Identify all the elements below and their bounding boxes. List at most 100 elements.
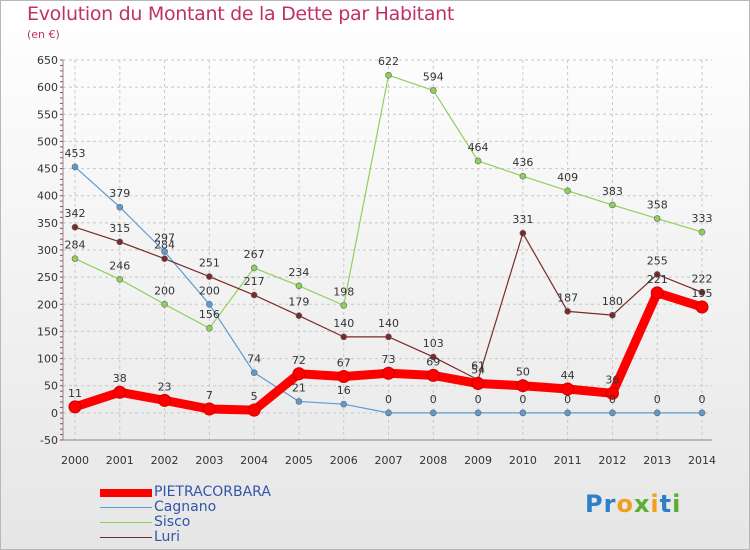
data-label: 179 <box>288 296 309 309</box>
data-point <box>161 300 168 308</box>
data-point <box>605 386 619 400</box>
data-point <box>474 409 482 417</box>
data-label: 156 <box>199 308 220 321</box>
data-label: 180 <box>602 295 623 308</box>
data-point <box>519 409 527 417</box>
data-point <box>426 368 440 382</box>
data-label: 284 <box>154 239 175 252</box>
data-label: 67 <box>337 356 351 369</box>
y-tick-label: 150 <box>37 325 58 338</box>
y-tick-label: 350 <box>37 217 58 230</box>
x-tick-label: 2006 <box>330 454 358 467</box>
data-point <box>206 324 213 332</box>
legend-label: PIETRACORBARA <box>154 484 271 500</box>
data-point <box>695 300 709 314</box>
data-label: 198 <box>333 285 354 298</box>
data-label: 0 <box>564 393 571 406</box>
data-label: 36 <box>605 373 619 386</box>
legend: PIETRACORBARA Cagnano Sisco Luri <box>100 484 400 547</box>
chart-subtitle: (en €) <box>27 28 60 41</box>
data-label: 61 <box>471 360 485 373</box>
data-label: 284 <box>65 239 86 252</box>
x-tick-label: 2000 <box>61 454 89 467</box>
data-label: 622 <box>378 55 399 68</box>
data-label: 342 <box>65 207 86 220</box>
data-point <box>71 163 79 171</box>
y-tick-label: 650 <box>37 54 58 67</box>
data-label: 0 <box>654 393 661 406</box>
data-point <box>206 273 213 280</box>
data-point <box>161 248 168 255</box>
legend-label: Luri <box>154 529 181 545</box>
data-label: 333 <box>692 212 713 225</box>
data-point <box>698 228 706 236</box>
data-point <box>295 312 303 319</box>
x-tick-label: 2004 <box>240 454 268 467</box>
proxiti-logo: Proxiti <box>585 490 682 518</box>
data-point <box>429 87 437 94</box>
data-label: 103 <box>423 337 444 350</box>
data-label: 453 <box>65 147 86 160</box>
chart-title: Evolution du Montant de la Dette par Hab… <box>27 3 455 25</box>
legend-label: Sisco <box>154 514 191 530</box>
data-label: 23 <box>158 380 172 393</box>
legend-item-luri: Luri <box>100 529 400 546</box>
data-label: 0 <box>609 393 616 406</box>
data-label: 74 <box>247 353 261 366</box>
y-tick-label: 400 <box>37 190 58 203</box>
data-point <box>471 377 485 391</box>
data-label: 21 <box>292 381 306 394</box>
data-label: 16 <box>337 384 351 397</box>
data-point <box>382 366 395 380</box>
data-point <box>385 71 392 79</box>
data-label: 7 <box>206 389 213 402</box>
data-point <box>609 409 616 417</box>
legend-label: Cagnano <box>154 499 217 515</box>
x-tick-label: 2014 <box>688 454 716 467</box>
x-tick-label: 2001 <box>106 454 134 467</box>
data-point <box>519 172 527 180</box>
data-point <box>653 271 661 278</box>
data-point <box>68 400 82 414</box>
data-label: 358 <box>647 199 668 212</box>
data-point <box>516 379 530 393</box>
data-label: 594 <box>423 70 444 83</box>
data-point <box>340 333 348 341</box>
data-label: 222 <box>692 272 713 285</box>
data-label: 140 <box>378 317 399 330</box>
data-point <box>429 409 437 417</box>
data-point <box>292 367 306 381</box>
data-point <box>158 393 172 407</box>
data-label: 436 <box>512 156 533 169</box>
x-tick-label: 2013 <box>643 454 671 467</box>
data-label: 38 <box>113 372 127 385</box>
data-point <box>250 369 258 376</box>
x-tick-label: 2008 <box>419 454 447 467</box>
data-point <box>653 215 661 222</box>
data-label: 73 <box>382 353 396 366</box>
data-point <box>116 276 124 283</box>
data-label: 0 <box>475 393 482 406</box>
data-label: 72 <box>292 354 306 367</box>
data-point <box>113 385 127 399</box>
data-label: 255 <box>647 254 668 267</box>
legend-item-sisco: Sisco <box>100 514 400 531</box>
y-tick-label: 0 <box>51 407 58 420</box>
legend-item-cagnano: Cagnano <box>100 499 400 516</box>
data-label: 409 <box>557 171 578 184</box>
legend-swatch <box>100 489 152 497</box>
y-tick-label: 450 <box>37 163 58 176</box>
data-point <box>340 302 348 309</box>
y-tick-label: 100 <box>37 353 58 366</box>
y-tick-label: 300 <box>37 244 58 257</box>
data-point <box>340 400 348 408</box>
y-tick-label: 250 <box>37 271 58 284</box>
x-tick-label: 2009 <box>464 454 492 467</box>
data-point <box>650 286 664 300</box>
data-point <box>609 311 616 319</box>
data-label: 246 <box>109 259 130 272</box>
data-label: 267 <box>244 248 265 261</box>
data-label: 234 <box>288 266 309 279</box>
